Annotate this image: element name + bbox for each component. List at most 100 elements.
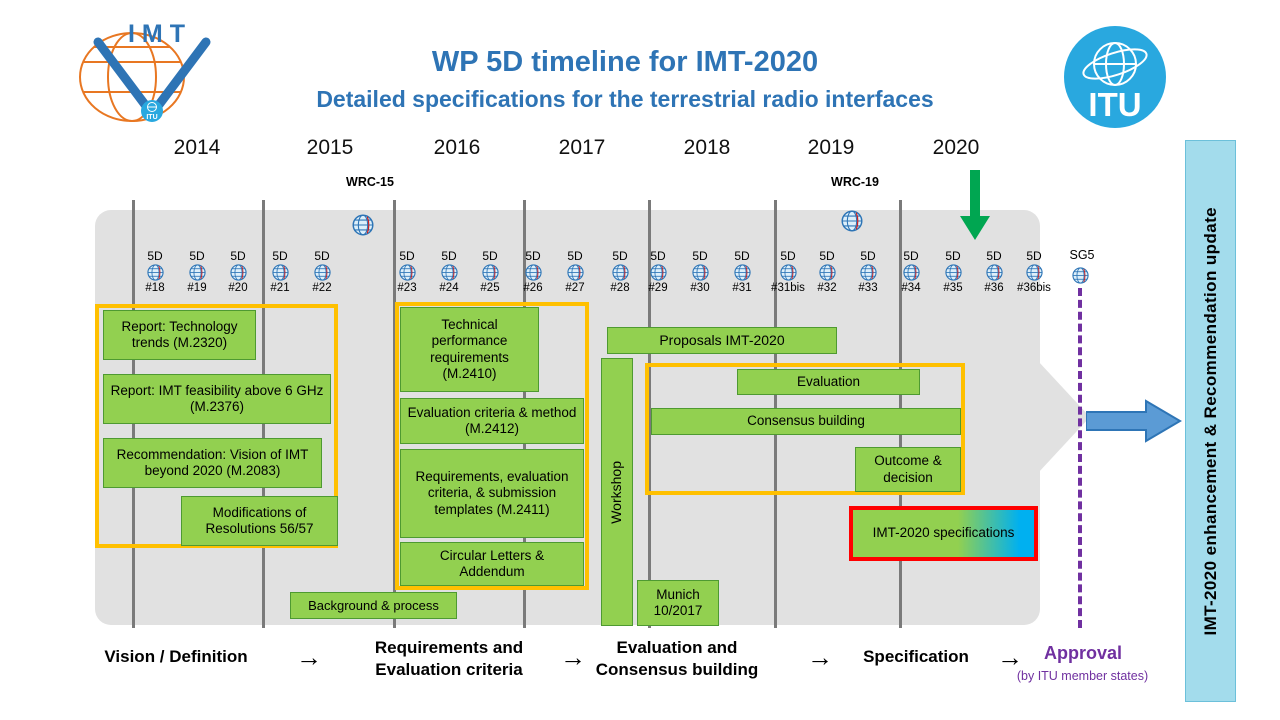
itu-globe-icon	[841, 210, 863, 232]
meeting-marker-25: 5D #25	[462, 249, 518, 294]
itu-globe-icon	[1072, 267, 1089, 284]
meeting-prefix: 5D	[525, 249, 541, 263]
box-imt2020-specifications: IMT-2020 specifications	[849, 506, 1038, 561]
box-technical-performance: Technical performance requirements (M.24…	[400, 307, 539, 392]
meeting-marker-19: 5D #19	[169, 249, 225, 294]
meeting-number: #24	[439, 282, 459, 294]
meeting-marker-21: 5D #21	[252, 249, 308, 294]
year-divider-line	[647, 200, 651, 628]
box-evaluation: Evaluation	[737, 369, 920, 395]
meeting-prefix: 5D	[230, 249, 246, 263]
vision-group-frame	[95, 304, 338, 548]
year-label-2019: 2019	[807, 136, 855, 159]
itu-globe-icon	[188, 264, 206, 281]
box-technology-trends: Report: Technology trends (M.2320)	[103, 310, 256, 360]
flow-arrow-icon: →	[807, 642, 833, 672]
year-label-2020: 2020	[932, 136, 980, 159]
meeting-marker-18: 5D #18	[127, 249, 183, 294]
meeting-prefix: 5D	[734, 249, 750, 263]
down-arrow-2020-icon	[960, 170, 990, 240]
itu-globe-icon	[649, 264, 667, 281]
itu-globe-icon: ITU	[1064, 26, 1166, 128]
meeting-marker-31bis: 5D #31bis	[760, 249, 816, 294]
evaluation-group-frame	[645, 363, 965, 495]
meeting-marker-26: 5D #26	[505, 249, 561, 294]
page-title: WP 5D timeline for IMT-2020	[431, 46, 819, 78]
itu-globe-icon	[524, 264, 542, 281]
meeting-number: #32	[817, 282, 837, 294]
meeting-prefix: 5D	[819, 249, 835, 263]
meeting-prefix: 5D	[780, 249, 796, 263]
meeting-marker-34: 5D #34	[883, 249, 939, 294]
meeting-number: #30	[690, 282, 710, 294]
itu-globe-icon	[779, 264, 797, 281]
box-workshop: Workshop	[601, 358, 633, 626]
box-munich: Munich 10/2017	[637, 580, 719, 626]
itu-globe-icon	[985, 264, 1003, 281]
imt-logo-text: IMT	[127, 20, 193, 48]
meeting-number: #25	[480, 282, 500, 294]
year-label-2016: 2016	[433, 136, 481, 159]
itu-globe-icon	[352, 214, 374, 236]
phase-evaluation: Evaluation and Consensus building	[595, 638, 759, 680]
timeline-band-arrow-tip	[1038, 361, 1090, 473]
sg5-label: SG5	[1069, 248, 1095, 262]
year-divider-line	[392, 200, 396, 628]
phase-approval: Approval	[1043, 643, 1122, 663]
imt-logo: ITU IMT	[70, 14, 235, 126]
year-label-2017: 2017	[558, 136, 606, 159]
meeting-marker-32: 5D #32	[799, 249, 855, 294]
meeting-marker-35: 5D #35	[925, 249, 981, 294]
meeting-marker-30: 5D #30	[672, 249, 728, 294]
meeting-number: #27	[565, 282, 585, 294]
meeting-prefix: 5D	[189, 249, 205, 263]
meeting-number: #20	[228, 282, 248, 294]
meeting-prefix: 5D	[441, 249, 457, 263]
flow-arrow-icon: →	[560, 642, 586, 672]
box-evaluation-criteria: Evaluation criteria & method (M.2412)	[400, 398, 584, 444]
itu-globe-icon	[841, 210, 863, 232]
meeting-number: #19	[187, 282, 207, 294]
itu-globe-icon	[481, 264, 499, 281]
meeting-marker-20: 5D #20	[210, 249, 266, 294]
itu-globe-icon	[944, 264, 962, 281]
itu-globe-icon	[229, 264, 247, 281]
meeting-prefix: 5D	[147, 249, 163, 263]
meeting-marker-31: 5D #31	[714, 249, 770, 294]
box-proposals: Proposals IMT-2020	[607, 327, 837, 354]
meeting-number: #36	[984, 282, 1004, 294]
meeting-number: #31	[732, 282, 752, 294]
box-modifications-resolutions: Modifications of Resolutions 56/57	[181, 496, 338, 546]
box-outcome-decision: Outcome & decision	[855, 447, 961, 492]
meeting-marker-27: 5D #27	[547, 249, 603, 294]
requirements-group-frame	[395, 302, 589, 590]
meeting-prefix: 5D	[903, 249, 919, 263]
phase-requirements: Requirements and Evaluation criteria	[374, 638, 524, 680]
itu-globe-icon	[566, 264, 584, 281]
itu-globe-icon	[611, 264, 629, 281]
approval-dashed-line	[1078, 288, 1082, 628]
meeting-number: #31bis	[771, 282, 805, 294]
meeting-prefix: 5D	[692, 249, 708, 263]
itu-globe-icon	[691, 264, 709, 281]
box-submission-templates: Requirements, evaluation criteria, & sub…	[400, 449, 584, 538]
meeting-marker-28: 5D #28	[592, 249, 648, 294]
box-vision-recommendation: Recommendation: Vision of IMT beyond 202…	[103, 438, 322, 488]
itu-logo: ITU	[1062, 24, 1168, 130]
wrc-15-label: WRC-15	[346, 175, 394, 189]
year-label-2015: 2015	[306, 136, 354, 159]
phase-approval-sub: (by ITU member states)	[1016, 669, 1149, 683]
meeting-marker-24: 5D #24	[421, 249, 477, 294]
meeting-prefix: 5D	[482, 249, 498, 263]
meeting-marker-36bis: 5D #36bis	[1006, 249, 1062, 294]
phase-specification: Specification	[863, 647, 969, 666]
box-consensus-building: Consensus building	[651, 408, 961, 435]
itu-globe-icon	[271, 264, 289, 281]
meeting-number: #23	[397, 282, 417, 294]
itu-globe-icon	[902, 264, 920, 281]
meeting-prefix: 5D	[612, 249, 628, 263]
meeting-prefix: 5D	[860, 249, 876, 263]
itu-globe-icon	[440, 264, 458, 281]
meeting-prefix: 5D	[399, 249, 415, 263]
